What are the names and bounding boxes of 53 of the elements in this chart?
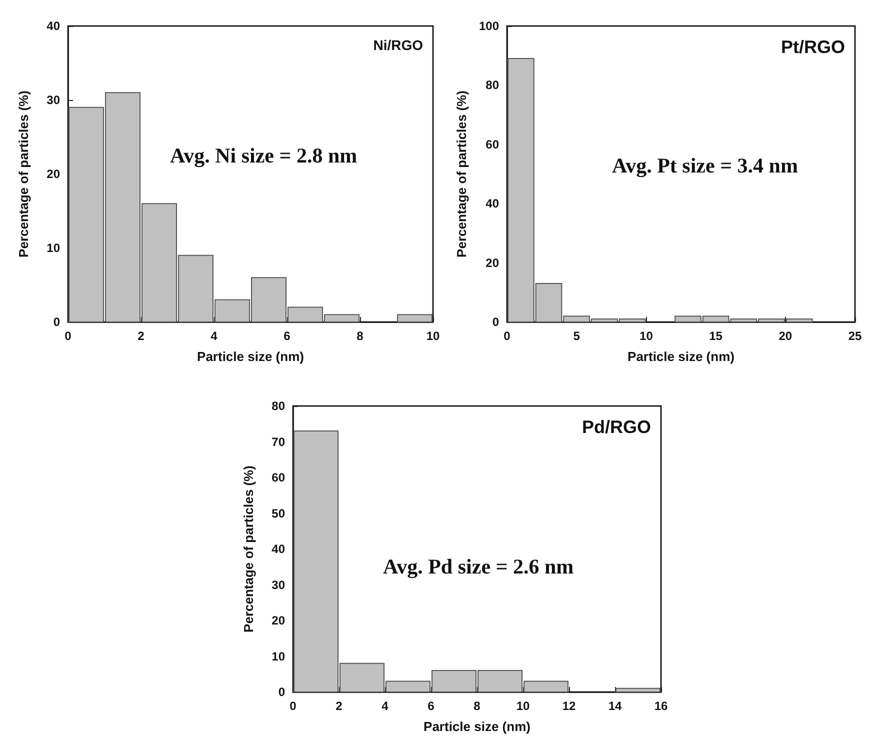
x-axis-title: Particle size (nm) bbox=[628, 349, 734, 364]
annotation: Avg. Ni size = 2.8 nm bbox=[170, 144, 358, 168]
y-tick-label: 50 bbox=[272, 506, 286, 520]
y-tick-label: 20 bbox=[486, 256, 500, 270]
y-tick-label: 40 bbox=[46, 19, 60, 33]
y-tick-label: 60 bbox=[486, 137, 500, 152]
y-tick-label: 0 bbox=[53, 315, 60, 329]
annotation: Avg. Pd size = 2.6 nm bbox=[383, 554, 574, 578]
y-tick-label: 10 bbox=[46, 241, 60, 255]
y-tick-label: 100 bbox=[478, 19, 500, 33]
x-tick-label: 4 bbox=[382, 699, 389, 713]
x-tick-label: 5 bbox=[573, 329, 580, 343]
y-axis-title: Percentage of particles (%) bbox=[16, 90, 31, 258]
y-tick-label: 30 bbox=[46, 93, 60, 107]
x-tick-label: 6 bbox=[284, 329, 291, 343]
x-tick-label: 8 bbox=[474, 699, 481, 713]
y-tick-label: 0 bbox=[278, 685, 286, 699]
x-tick-label: 2 bbox=[336, 699, 343, 713]
y-tick-label: 80 bbox=[486, 78, 500, 92]
x-tick-label: 0 bbox=[504, 329, 511, 343]
x-tick-label: 10 bbox=[640, 329, 654, 343]
x-tick-label: 0 bbox=[290, 699, 297, 713]
x-tick-label: 25 bbox=[848, 329, 862, 343]
x-axis-title: Particle size (nm) bbox=[197, 349, 304, 364]
y-axis-title: Percentage of particles (%) bbox=[454, 90, 470, 258]
y-tick-label: 0 bbox=[492, 315, 500, 329]
y-tick-label: 70 bbox=[272, 434, 286, 449]
y-tick-label: 10 bbox=[272, 649, 286, 664]
text: Pt/RGO bbox=[781, 37, 846, 57]
text: Ni/RGO bbox=[373, 37, 424, 53]
x-tick-label: 14 bbox=[608, 699, 622, 713]
x-tick-label: 0 bbox=[64, 329, 72, 343]
x-tick-label: 8 bbox=[356, 329, 364, 343]
x-tick-label: 16 bbox=[654, 699, 668, 713]
x-tick-label: 20 bbox=[778, 329, 792, 343]
y-axis-title: Percentage of particles (%) bbox=[241, 466, 256, 632]
x-tick-label: 15 bbox=[709, 329, 723, 343]
x-tick-label: 12 bbox=[562, 699, 576, 713]
x-tick-label: 10 bbox=[426, 329, 440, 343]
y-tick-label: 20 bbox=[272, 614, 286, 628]
x-tick-label: 10 bbox=[516, 699, 530, 713]
x-tick-label: 4 bbox=[210, 329, 218, 343]
x-tick-label: 6 bbox=[428, 699, 435, 713]
text: Pd/RGO bbox=[582, 417, 652, 437]
y-tick-label: 40 bbox=[486, 196, 500, 211]
x-axis-title: Particle size (nm) bbox=[424, 719, 530, 734]
y-tick-label: 40 bbox=[272, 542, 286, 556]
y-tick-label: 60 bbox=[272, 470, 286, 484]
annotation: Avg. Pt size = 3.4 nm bbox=[612, 154, 798, 178]
y-tick-label: 20 bbox=[46, 167, 60, 181]
y-tick-label: 30 bbox=[272, 578, 286, 592]
x-tick-label: 2 bbox=[138, 329, 145, 343]
y-tick-label: 80 bbox=[272, 399, 286, 413]
